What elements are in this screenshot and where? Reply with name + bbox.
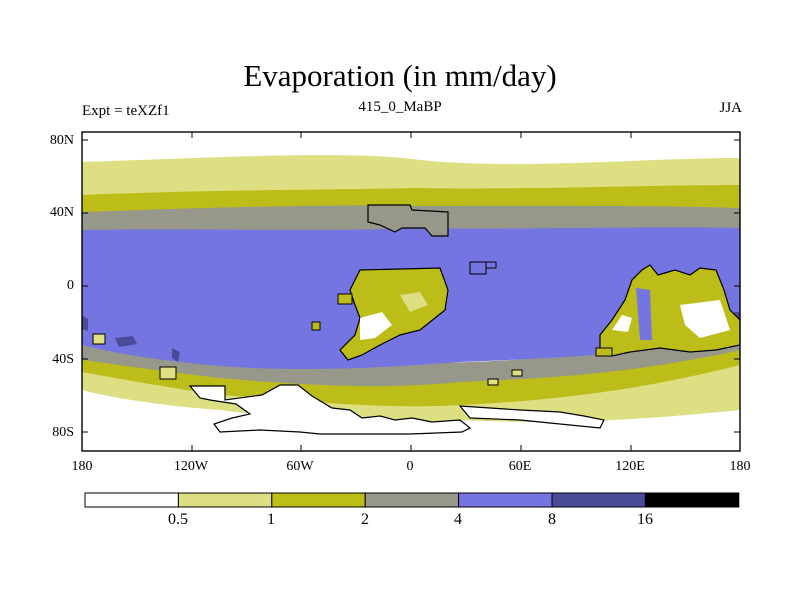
band-2-4-south bbox=[82, 335, 740, 387]
colorbar-label-0.5: 0.5 bbox=[168, 511, 188, 528]
interior-basin bbox=[636, 288, 652, 340]
y-tick-80s: 80S bbox=[52, 425, 74, 440]
colorbar-swatch bbox=[458, 492, 553, 508]
tick-marks bbox=[82, 132, 740, 451]
map-plot bbox=[81, 131, 741, 452]
y-tick-80n: 80N bbox=[49, 133, 74, 148]
x-tick-180w: 180 bbox=[71, 459, 93, 474]
colorbar-swatch bbox=[551, 492, 646, 508]
x-tick-120w: 120W bbox=[173, 459, 209, 474]
x-tick-0: 0 bbox=[406, 459, 414, 474]
colorbar bbox=[84, 492, 740, 508]
colorbar-swatch bbox=[271, 492, 366, 508]
colorbar-label-16: 16 bbox=[637, 511, 653, 528]
island bbox=[337, 293, 353, 305]
season-label: JJA bbox=[719, 100, 742, 116]
band-8-16-patch bbox=[82, 315, 88, 331]
colorbar-label-4: 4 bbox=[454, 511, 462, 528]
island bbox=[159, 366, 177, 380]
colorbar-swatch bbox=[177, 492, 273, 508]
island bbox=[92, 333, 106, 345]
island bbox=[311, 321, 321, 331]
time-label: 415_0_MaBP bbox=[358, 99, 442, 115]
x-tick-120e: 120E bbox=[615, 459, 645, 474]
band-8-16-patch bbox=[115, 336, 137, 347]
wet-region bbox=[400, 292, 428, 312]
island bbox=[511, 369, 523, 377]
y-tick-40n: 40N bbox=[49, 205, 74, 220]
antarctic-outline bbox=[458, 405, 605, 429]
x-tick-180e: 180 bbox=[729, 459, 751, 474]
map-title: Evaporation (in mm/day) bbox=[243, 58, 557, 93]
colorbar-label-1: 1 bbox=[267, 511, 275, 528]
band-8-16-patch bbox=[172, 348, 180, 362]
x-tick-60e: 60E bbox=[508, 459, 532, 474]
dry-region bbox=[680, 300, 730, 338]
island bbox=[487, 378, 499, 386]
band-1-2-south bbox=[82, 345, 740, 407]
colorbar-swatch bbox=[364, 492, 460, 508]
dry-region bbox=[360, 312, 392, 340]
island bbox=[469, 261, 487, 275]
y-tick-0: 0 bbox=[67, 278, 74, 293]
colorbar-label-8: 8 bbox=[548, 511, 556, 528]
colorbar-swatch bbox=[644, 492, 740, 508]
experiment-label: Expt = teXZf1 bbox=[82, 103, 170, 119]
x-tick-60w: 60W bbox=[286, 459, 314, 474]
dry-region bbox=[612, 315, 632, 332]
continent-north bbox=[367, 204, 449, 237]
island bbox=[595, 347, 613, 357]
y-tick-40s: 40S bbox=[52, 352, 74, 367]
colorbar-swatch bbox=[84, 492, 179, 508]
island bbox=[485, 261, 497, 269]
colorbar-label-2: 2 bbox=[361, 511, 369, 528]
antarctic-outline bbox=[188, 384, 472, 435]
